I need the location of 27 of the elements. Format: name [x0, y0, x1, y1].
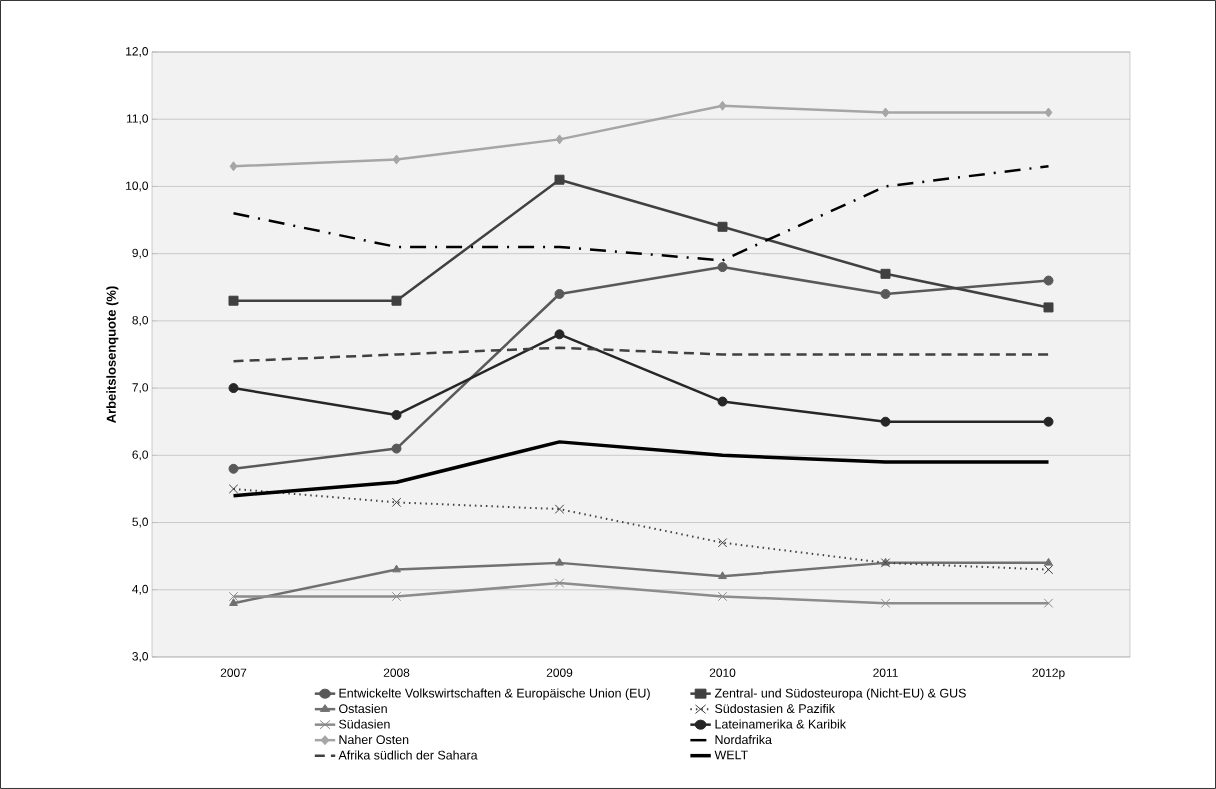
x-tick-label: 2010	[709, 668, 736, 677]
y-tick-label: 9,0	[132, 248, 149, 259]
legend-label: Südostasien & Pazifik	[715, 703, 835, 714]
x-tick-label: 2009	[546, 668, 573, 677]
y-tick-label: 8,0	[132, 315, 149, 326]
x-tick-label: 2011	[873, 668, 898, 677]
y-tick-label: 11,0	[127, 114, 149, 125]
y-tick-label: 4,0	[132, 584, 149, 595]
x-tick-label: 2008	[383, 668, 410, 677]
y-tick-label: 7,0	[132, 383, 149, 394]
legend-label: Afrika südlich der Sahara	[338, 750, 478, 760]
x-tick-label: 2007	[220, 668, 247, 677]
legend-label: WELT	[714, 750, 748, 760]
x-tick-label: 2012p	[1032, 668, 1065, 680]
legend-label: Ostasien	[339, 703, 387, 714]
legend-label: Zentral- und Südosteuropa (Nicht-EU) & GUS	[714, 688, 966, 700]
y-tick-label: 5,0	[132, 517, 149, 528]
y-tick-label: 3,0	[132, 652, 149, 662]
y-tick-label: 10,0	[126, 181, 149, 192]
y-tick-label: 6,0	[132, 450, 149, 461]
y-tick-label: 12,0	[126, 47, 149, 57]
y-axis-title: Arbeitslosenquote (%)	[106, 286, 119, 423]
legend-label: Nordafrika	[715, 734, 772, 745]
legend-label: Lateinamerika & Karibik	[715, 719, 847, 729]
legend-label: Naher Osten	[339, 734, 409, 745]
legend-label: Entwickelte Volkswirtschaften & Europäische Union (EU)	[339, 688, 650, 700]
legend-label: Südasien	[339, 719, 390, 729]
